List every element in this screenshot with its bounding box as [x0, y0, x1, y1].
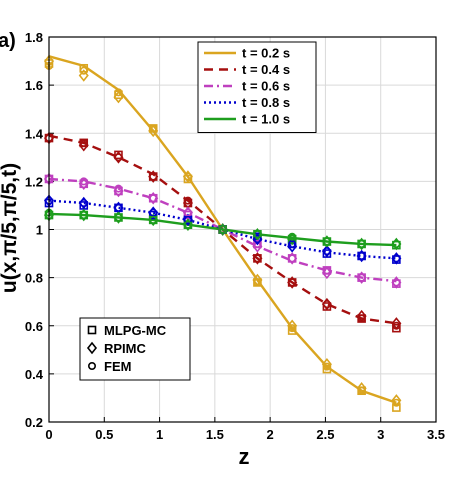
method-legend-label: RPIMC: [104, 341, 147, 356]
x-tick-label: 3.5: [427, 427, 445, 442]
data-point-circle: [288, 239, 297, 248]
series-line: [48, 177, 397, 283]
legend-series-label: t = 0.8 s: [242, 95, 290, 110]
x-tick-label: 1: [156, 427, 163, 442]
x-tick-label: 2.5: [316, 427, 334, 442]
plot-frame: [48, 36, 437, 423]
x-tick-label: 0.5: [95, 427, 113, 442]
x-axis-label: z: [239, 444, 250, 469]
data-point-circle: [392, 398, 401, 407]
data-point-circle: [218, 225, 227, 234]
data-point-circle: [392, 321, 401, 330]
x-tick-label: 0: [45, 427, 52, 442]
data-point-square: [322, 364, 332, 374]
data-point-circle: [149, 208, 158, 217]
series-line: [48, 212, 397, 247]
data-point-circle: [79, 138, 88, 147]
data-point-circle: [357, 386, 366, 395]
legend-series-label: t = 1.0 s: [242, 112, 290, 127]
data-point-circle: [392, 254, 401, 263]
data-point-circle: [79, 211, 88, 220]
data-point-circle: [149, 172, 158, 181]
data-point-circle: [392, 278, 401, 287]
data-point-circle: [183, 172, 192, 181]
data-point-circle: [322, 266, 331, 275]
data-point-square: [392, 323, 401, 333]
data-point-circle: [183, 208, 192, 217]
data-point-circle: [357, 314, 366, 323]
legend-box: [197, 41, 317, 133]
data-point-square: [392, 403, 401, 412]
data-point-square: [87, 325, 97, 335]
method-legend-label: FEM: [104, 359, 131, 374]
data-point-circle: [114, 88, 123, 97]
data-point-circle: [79, 199, 88, 208]
data-point-circle: [392, 239, 401, 248]
data-point-circle: [114, 184, 123, 193]
data-point-circle: [79, 177, 88, 186]
legend-series: t = 0.2 st = 0.4 s t = 0.6 st = 0.8 s t = …: [197, 41, 317, 133]
y-tick-label: 1.2: [25, 174, 43, 189]
data-point-circle: [357, 251, 366, 260]
data-point-square: [287, 326, 297, 335]
data-point-circle: [114, 153, 123, 162]
data-point-circle: [253, 235, 262, 244]
data-point-circle: [183, 196, 192, 205]
data-point-circle: [288, 232, 297, 241]
data-point-circle: [114, 213, 123, 222]
data-point-circle: [253, 230, 262, 239]
legend-series-label: t = 0.6 s: [242, 79, 290, 94]
data-point-circle: [288, 324, 297, 333]
data-point-circle: [88, 361, 97, 370]
method-legend-label: MLPG-MC: [104, 323, 167, 338]
data-point-diamond: [86, 341, 98, 355]
data-point-square: [79, 63, 89, 73]
data-point-circle: [149, 124, 158, 133]
legend-series-label: t = 0.4 s: [242, 62, 290, 77]
data-point-circle: [322, 237, 331, 246]
data-point-diamond: [78, 69, 89, 82]
data-point-circle: [357, 273, 366, 282]
x-tick-label: 1.5: [206, 427, 224, 442]
data-point-circle: [253, 239, 262, 248]
y-tick-label: 1: [36, 223, 43, 238]
panel-label: a): [0, 30, 16, 52]
data-point-circle: [183, 220, 192, 229]
x-tick-label: 2: [267, 427, 274, 442]
legend-series-label: t = 0.2 s: [242, 46, 290, 61]
y-tick-label: 0.4: [25, 367, 44, 382]
y-tick-label: 1.8: [25, 30, 43, 45]
y-tick-label: 1.6: [25, 78, 43, 93]
data-point-circle: [253, 278, 262, 287]
data-point-circle: [183, 215, 192, 224]
y-tick-label: 0.2: [25, 415, 43, 430]
data-point-circle: [149, 215, 158, 224]
data-point-circle: [149, 194, 158, 203]
legend-methods: MLPG-MC RPIMC FEM: [79, 317, 191, 381]
y-tick-label: 1.4: [25, 126, 44, 141]
data-point-circle: [288, 254, 297, 263]
x-tick-label: 3: [377, 427, 384, 442]
y-tick-label: 0.8: [25, 271, 43, 286]
data-point-circle: [114, 203, 123, 212]
data-point-circle: [253, 254, 262, 263]
data-point-circle: [357, 239, 366, 248]
data-point-circle: [322, 247, 331, 256]
method-legend-box: [79, 317, 191, 381]
data-point-diamond: [113, 90, 124, 104]
data-point-circle: [288, 278, 297, 287]
data-point-circle: [79, 66, 88, 75]
data-point-circle: [322, 300, 331, 309]
y-axis-label: u(x,π/5,π/5,t): [0, 163, 21, 293]
series-layer: [48, 55, 397, 404]
ticks-layer: 0 0.5 1 1.5 2 2.5 3 3.5 0.2 0.4 0.6 0.8 1 1.2 1.4 1.6 1.…: [25, 30, 445, 442]
y-tick-label: 0.6: [25, 319, 43, 334]
data-point-circle: [322, 362, 331, 371]
